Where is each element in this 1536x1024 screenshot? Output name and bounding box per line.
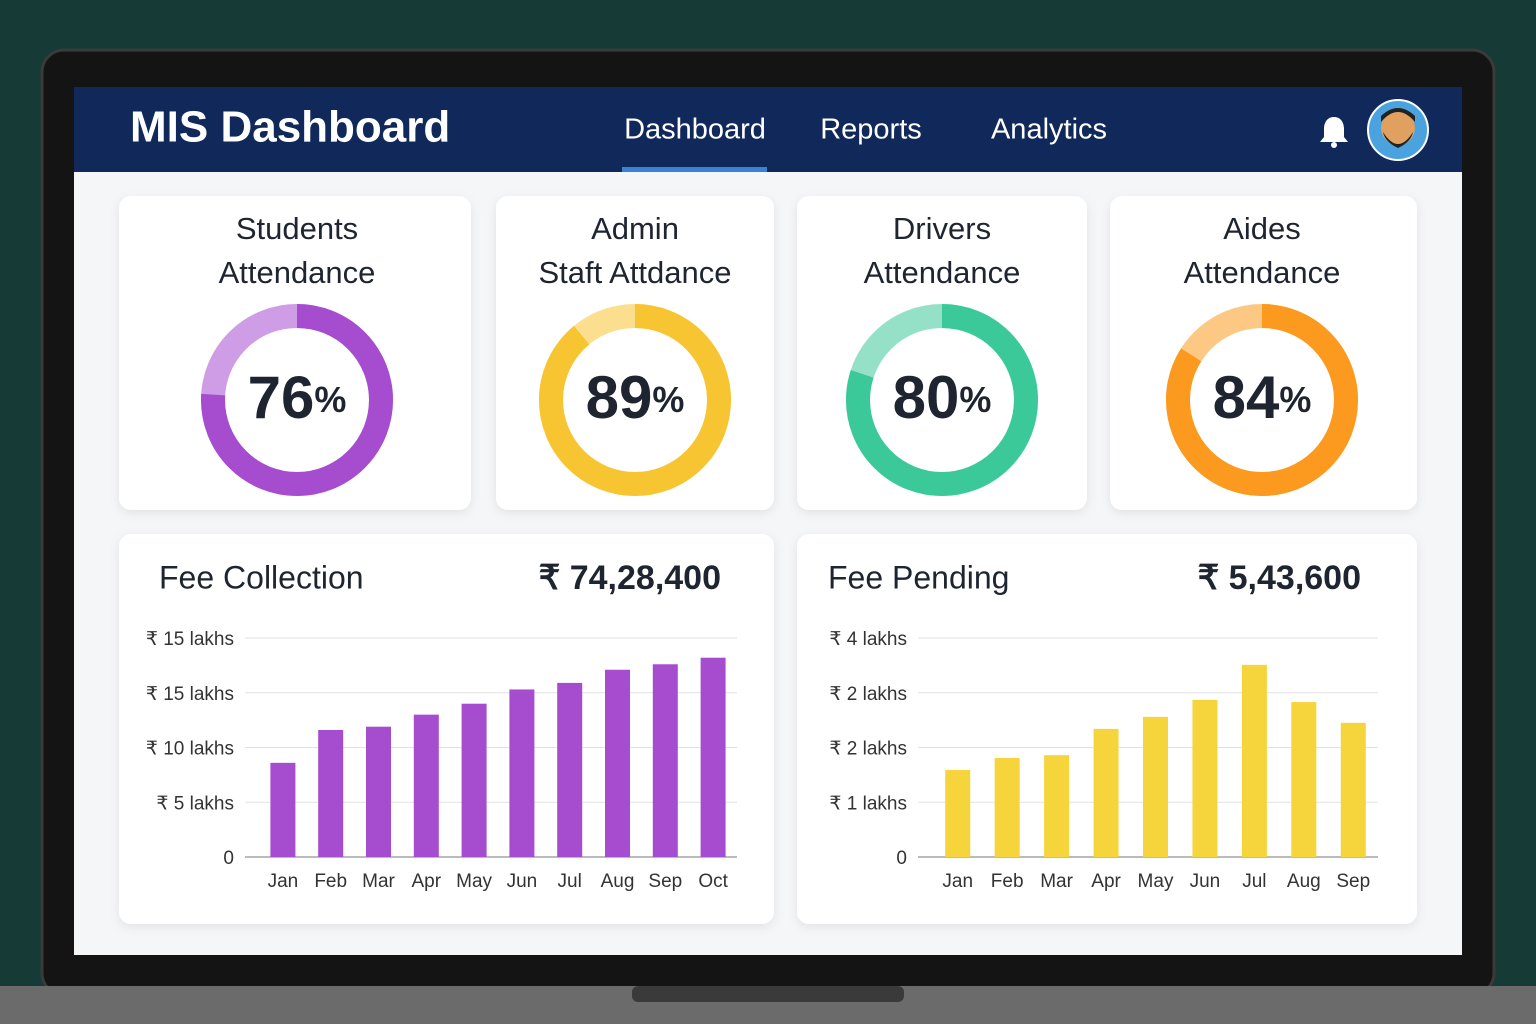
bell-clapper [1331,142,1337,148]
x-tick-label: Apr [1091,871,1121,892]
bar [945,769,971,857]
nav-active-indicator [622,167,767,172]
bar [1192,699,1218,857]
x-tick-label: Mar [362,871,395,892]
y-tick-label: ₹ 5 lakhs [156,793,234,814]
bar [509,689,535,857]
x-tick-label: Jul [1242,871,1266,892]
y-tick-label: ₹ 10 lakhs [146,739,234,760]
x-tick-label: Jul [558,871,582,892]
avatar-beard [1383,132,1413,148]
x-tick-label: Aug [601,871,635,892]
gauge-number: 89 [586,364,653,431]
x-tick-label: Sep [648,871,682,892]
gauge-title: Attendance [219,255,376,290]
chart-total: ₹ 5,43,600 [1198,559,1361,597]
x-tick-label: Mar [1040,871,1073,892]
nav-link[interactable]: Analytics [991,114,1107,146]
x-tick-label: Jan [268,871,299,892]
bar [994,757,1020,857]
gauge-unit: % [1279,379,1311,420]
y-tick-label: ₹ 15 lakhs [146,684,234,705]
x-tick-label: Apr [412,871,442,892]
laptop-notch [632,986,904,1002]
gauge-title: Drivers [893,211,991,246]
gauge-arc [201,304,393,496]
bar [1044,755,1070,857]
gauge-title: Attendance [864,255,1021,290]
chart-title: Fee Collection [159,559,364,595]
gauge-title: Staft Attdance [538,255,731,290]
y-tick-label: ₹ 2 lakhs [829,739,907,760]
bar [270,762,296,857]
nav-link[interactable]: Reports [820,114,922,146]
x-tick-label: Jun [507,871,538,892]
gauge-unit: % [959,379,991,420]
chart-total: ₹ 74,28,400 [539,559,721,597]
gauge-arc [846,304,1038,496]
gauge-number: 80 [893,364,960,431]
x-tick-label: Jun [1190,871,1221,892]
gauge-value: 89% [586,364,685,431]
bar [1093,728,1119,857]
bar [1340,722,1366,857]
gauge-number: 76 [248,364,315,431]
x-tick-label: Jan [942,871,973,892]
bar [1291,702,1317,857]
gauge-title: Admin [591,211,679,246]
bar [366,726,391,857]
bar [605,669,630,857]
bar [700,657,726,857]
gauge-value: 84% [1213,364,1312,431]
bar [461,703,487,857]
avatar[interactable] [1367,99,1429,161]
x-tick-label: May [456,871,492,892]
gauge-title: Students [236,211,358,246]
gauge-arc [539,304,731,496]
y-tick-label: 0 [223,848,234,869]
gauge-title: Attendance [1184,255,1341,290]
app-title: MIS Dashboard [130,103,450,152]
x-tick-label: Feb [991,871,1024,892]
gauge-title: Aides [1223,211,1301,246]
chart-title: Fee Pending [828,559,1009,595]
notification-bell[interactable] [1320,117,1348,148]
bar [652,664,678,857]
avatar-hair [1381,108,1415,122]
x-tick-label: Sep [1336,871,1370,892]
y-tick-label: ₹ 1 lakhs [829,793,907,814]
bar [413,714,439,857]
x-tick-label: Oct [698,871,728,892]
bar [557,682,583,857]
y-tick-label: ₹ 4 lakhs [829,629,907,650]
gauge-value: 80% [893,364,992,431]
gauge-value: 76% [248,364,347,431]
top-bar [74,87,1462,172]
y-tick-label: ₹ 2 lakhs [829,684,907,705]
x-tick-label: May [1138,871,1174,892]
gauge-number: 84 [1213,364,1280,431]
gauge-unit: % [314,379,346,420]
gauge-arc [1166,304,1358,496]
bar [1143,716,1168,857]
gauge-unit: % [652,379,684,420]
bar [318,729,344,857]
x-tick-label: Aug [1287,871,1321,892]
bar [1241,664,1267,857]
bell-body [1320,117,1348,142]
nav-link[interactable]: Dashboard [624,114,766,146]
y-tick-label: ₹ 15 lakhs [146,629,234,650]
y-tick-label: 0 [896,848,907,869]
x-tick-label: Feb [314,871,347,892]
avatar-face [1381,111,1415,145]
